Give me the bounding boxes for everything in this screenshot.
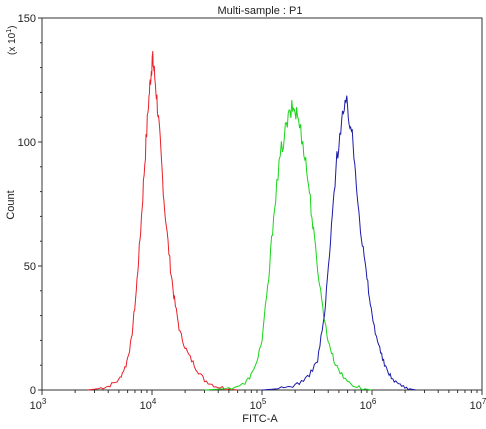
y-tick-label: 0 bbox=[30, 385, 36, 397]
x-tick-label: 106 bbox=[360, 397, 377, 412]
x-tick-label: 104 bbox=[140, 397, 157, 412]
histogram-series-3 bbox=[262, 96, 416, 390]
y-multiplier: (x 101) bbox=[6, 26, 18, 55]
x-tick-label: 107 bbox=[470, 397, 486, 412]
x-tick-label: 103 bbox=[30, 397, 47, 412]
series-layer bbox=[88, 51, 416, 390]
y-tick-label: 100 bbox=[18, 137, 36, 149]
histogram-series-1 bbox=[88, 51, 238, 390]
y-tick-label: 50 bbox=[24, 261, 36, 273]
chart-title: Multi-sample : P1 bbox=[218, 5, 303, 17]
y-axis-label: Count bbox=[5, 190, 17, 219]
x-tick-label: 105 bbox=[250, 397, 267, 412]
axis-ticks: 0 50 100 150 103 104 105 106 107 bbox=[18, 13, 486, 412]
y-tick-label: 150 bbox=[18, 13, 36, 25]
x-axis-label: FITC-A bbox=[242, 413, 278, 425]
histogram-series-2 bbox=[205, 100, 373, 390]
plot-frame bbox=[42, 18, 482, 390]
